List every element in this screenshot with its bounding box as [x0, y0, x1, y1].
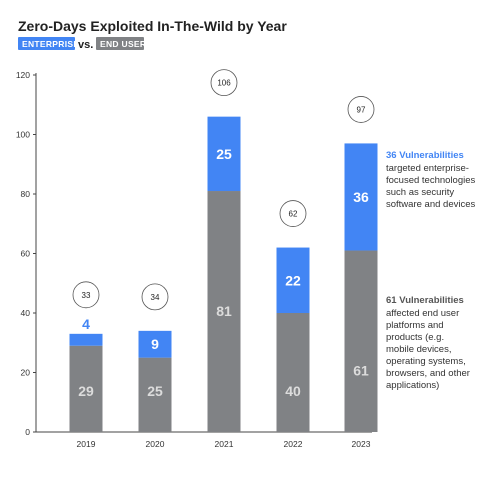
legend-vs-label: vs. [78, 39, 93, 51]
bar-total-value: 34 [151, 293, 160, 302]
bar-total-bubble [347, 96, 375, 123]
bar-enterprise [344, 143, 378, 251]
bar-enduser [138, 357, 172, 432]
annotation-enterprise-line: such as security [386, 187, 454, 198]
bar-total-bubble [72, 281, 100, 309]
bar-total-bubble [141, 283, 169, 311]
annotation-enduser-line: operating systems, [386, 356, 466, 367]
bar-total-bubble [210, 69, 238, 97]
bar-enterprise [207, 116, 241, 192]
bar-total-value: 33 [82, 291, 91, 300]
bar-enduser [207, 191, 241, 432]
annotation-enterprise-line: focused technologies [386, 175, 476, 186]
annotation-enduser-line: mobile devices, [386, 344, 451, 355]
bar-enduser [276, 313, 310, 432]
x-tick-label: 2020 [146, 439, 165, 449]
bar-total-value: 106 [217, 79, 231, 88]
legend-enterprise-swatch [18, 37, 75, 50]
bar-enterprise-value: 36 [353, 189, 369, 205]
y-tick-label: 60 [21, 249, 31, 259]
annotation-enduser: 61 Vulnerabilities affected end user pla… [386, 295, 470, 391]
bars [69, 116, 378, 432]
annotation-enduser-line: applications) [386, 380, 439, 391]
bar-enterprise [69, 333, 103, 346]
y-tick-label: 100 [16, 130, 30, 140]
x-tick-label: 2019 [77, 439, 96, 449]
bar-enterprise-value: 25 [216, 146, 232, 162]
x-tick-label: 2022 [284, 439, 303, 449]
annotation-enduser-line: products (e.g. [386, 332, 444, 343]
bar-enduser-value: 29 [78, 383, 94, 399]
bar-enduser-value: 81 [216, 303, 232, 319]
bar-total-bubble [279, 200, 307, 227]
bar-enduser [344, 250, 378, 432]
legend: ENTERPRISE vs. END USER [18, 37, 146, 51]
bar-labels: 29 4 33 25 9 34 81 25 106 40 22 62 61 36 97 [72, 69, 375, 399]
y-tick-label: 0 [25, 427, 30, 437]
bar-enterprise-value: 22 [285, 272, 301, 288]
annotation-enterprise-line: software and devices [386, 199, 475, 210]
x-tick-label: 2023 [352, 439, 371, 449]
y-tick-label: 20 [21, 368, 31, 378]
annotation-enduser-line: affected end user [386, 308, 459, 319]
bar-enduser-value: 40 [285, 383, 301, 399]
bar-enterprise-value: 4 [82, 316, 90, 332]
bar-enduser [69, 345, 103, 432]
annotation-enterprise-heading: 36 Vulnerabilities [386, 150, 464, 161]
annotation-enterprise: 36 Vulnerabilities targeted enterprise- … [386, 150, 476, 210]
legend-enterprise-label: ENTERPRISE [22, 39, 79, 49]
annotation-enduser-line: browsers, and other [386, 368, 470, 379]
y-tick-label: 120 [16, 70, 30, 80]
bar-enterprise [138, 330, 172, 358]
y-tick-label: 80 [21, 189, 31, 199]
legend-enduser-label: END USER [100, 39, 146, 49]
chart-title: Zero-Days Exploited In-The-Wild by Year [18, 18, 287, 34]
bar-enduser-value: 61 [353, 363, 369, 379]
bar-total-value: 97 [357, 105, 366, 114]
bar-enterprise [276, 247, 310, 313]
annotation-enduser-heading: 61 Vulnerabilities [386, 295, 464, 306]
bar-enduser-value: 25 [147, 383, 163, 399]
axes: 0 20 40 60 80 100 120 2019 2020 2021 2022 2023 [16, 70, 372, 449]
bar-enterprise-value: 9 [151, 336, 159, 352]
x-tick-label: 2021 [215, 439, 234, 449]
legend-enduser-swatch [96, 37, 144, 50]
annotation-enterprise-line: targeted enterprise- [386, 163, 469, 174]
annotation-enduser-line: platforms and [386, 320, 444, 331]
bar-total-value: 62 [289, 210, 298, 219]
y-tick-label: 40 [21, 308, 31, 318]
